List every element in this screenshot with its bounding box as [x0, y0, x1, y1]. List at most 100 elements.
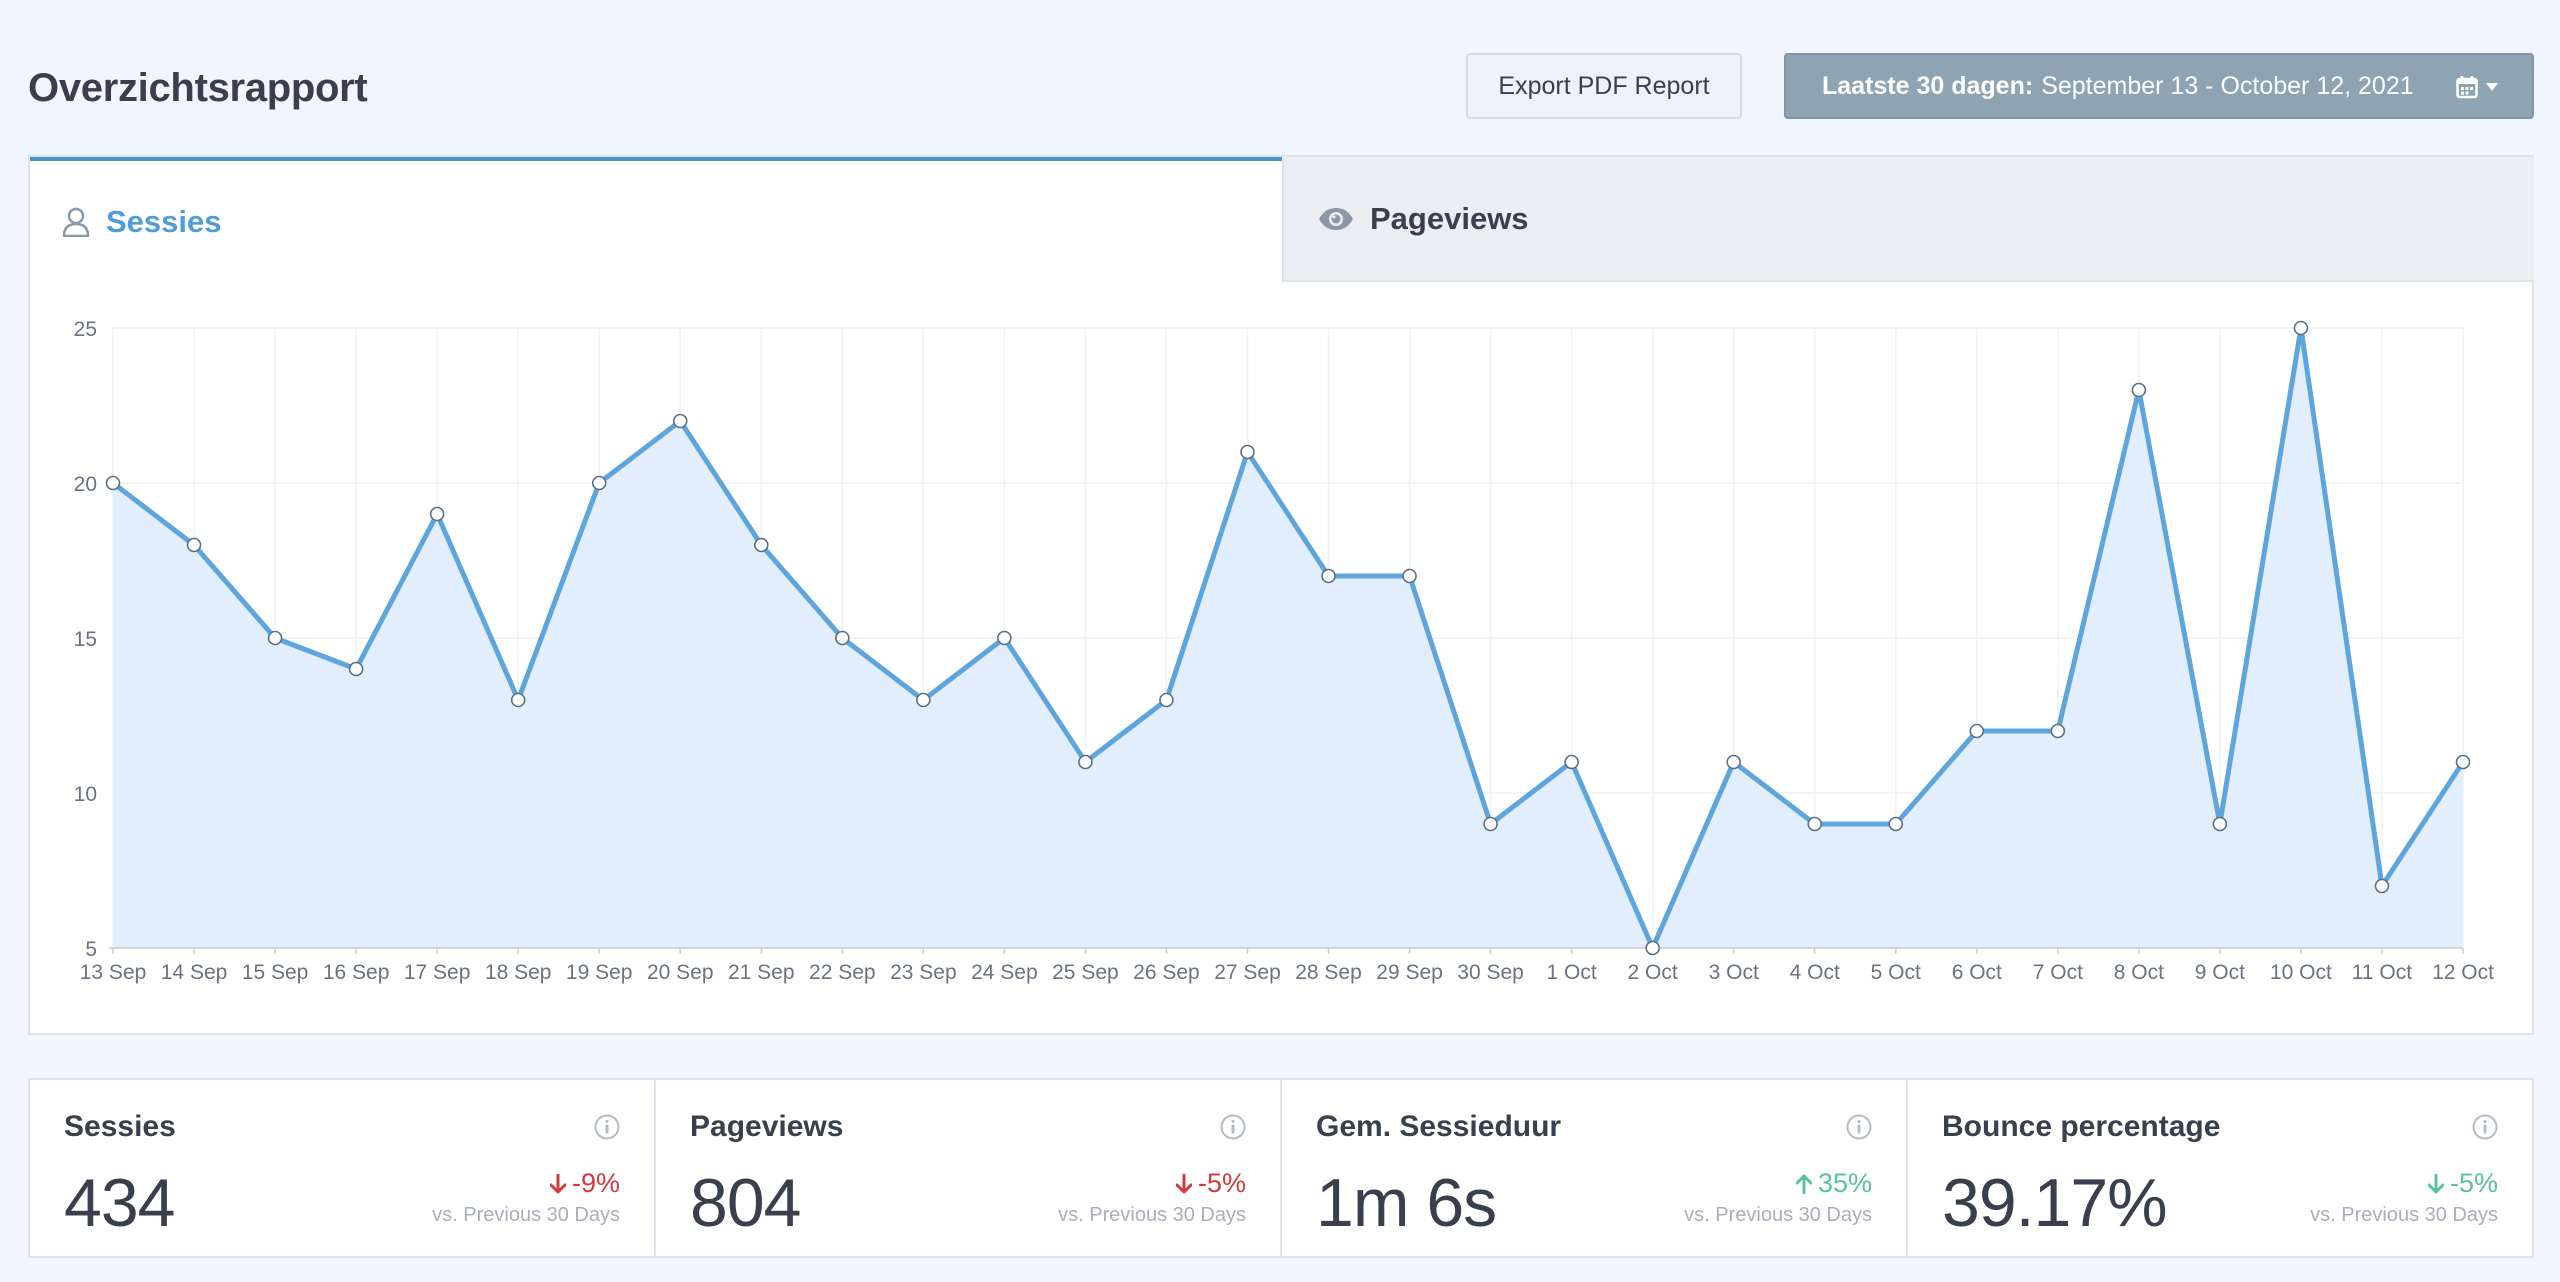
caret-down-icon: [2486, 83, 2498, 91]
data-point: [835, 630, 850, 646]
x-tick-label: 24 Sep: [971, 961, 1038, 984]
arrow-down-icon: [1175, 1173, 1192, 1193]
kpi-comparison-note: vs. Previous 30 Days: [2310, 1204, 2498, 1226]
sessions-line-chart: 5 10 15 20 25 13 Sep 14 Sep 15 Sep 16 Sep 17 Sep 1…: [74, 318, 2494, 984]
x-tick-label: 11 Oct: [2352, 961, 2412, 984]
data-point: [429, 506, 445, 522]
data-point: [1078, 754, 1093, 770]
info-icon[interactable]: [594, 1114, 620, 1145]
series-area: [113, 328, 2463, 948]
x-tick-label: 8 Oct: [2114, 961, 2164, 984]
kpi-change-value: 35%: [1817, 1168, 1872, 1198]
date-range-label: Laatste 30 dagen:: [1822, 71, 2034, 100]
x-tick-label: 15 Sep: [242, 961, 309, 984]
data-point: [2293, 320, 2309, 336]
data-point: [591, 475, 607, 491]
info-icon[interactable]: [1846, 1114, 1872, 1145]
date-range-picker[interactable]: Laatste 30 dagen: September 13 - October…: [1784, 53, 2534, 119]
y-tick-label: 15: [74, 628, 97, 651]
x-tick-label: 25 Sep: [1052, 961, 1119, 984]
data-point: [2212, 816, 2228, 832]
data-point: [348, 661, 364, 677]
tab-pageviews[interactable]: Pageviews: [1282, 157, 2534, 282]
kpi-value: 1m 6s: [1316, 1165, 1497, 1241]
x-tick-label: 5 Oct: [1871, 961, 1921, 984]
x-tick-label: 10 Oct: [2270, 961, 2332, 984]
data-point: [1888, 816, 1904, 832]
kpi-change: -9%: [549, 1168, 620, 1199]
data-point: [510, 692, 526, 708]
x-tick-label: 2 Oct: [1628, 961, 1678, 984]
data-point: [1564, 754, 1579, 770]
x-tick-label: 28 Sep: [1295, 961, 1362, 984]
kpi-card: Bounce percentage 39.17% -5% vs. Previous 3…: [1908, 1080, 2532, 1256]
data-point: [1483, 816, 1498, 832]
tab-sessies-label: Sessies: [106, 203, 222, 239]
chart-panel: Sessies Pageviews 5 10 15 20 25 13 Sep 14 Sep 1…: [28, 155, 2534, 1035]
kpi-card: Pageviews 804 -5% vs. Previous 30 Days: [656, 1080, 1282, 1256]
data-point: [105, 475, 121, 491]
kpi-title: Gem. Sessieduur: [1316, 1110, 1562, 1143]
x-tick-label: 17 Sep: [404, 961, 471, 984]
kpi-comparison-note: vs. Previous 30 Days: [432, 1204, 620, 1226]
calendar-dropdown[interactable]: [2456, 75, 2498, 99]
arrow-down-icon: [549, 1173, 566, 1193]
x-tick-label: 27 Sep: [1214, 961, 1281, 984]
kpi-title: Pageviews: [690, 1110, 844, 1143]
x-tick-label: 18 Sep: [485, 961, 552, 984]
data-point: [1159, 692, 1174, 708]
data-point: [2050, 723, 2066, 739]
y-tick-label: 25: [74, 318, 97, 341]
x-tick-label: 14 Sep: [161, 961, 228, 984]
x-tick-label: 7 Oct: [2033, 961, 2083, 984]
data-point: [1645, 940, 1660, 956]
data-point: [1402, 568, 1417, 584]
data-point: [267, 630, 283, 646]
info-icon[interactable]: [2472, 1114, 2498, 1145]
eye-icon: [1319, 207, 1353, 230]
x-tick-label: 4 Oct: [1790, 961, 1840, 984]
kpi-change-value: -5%: [2449, 1168, 2498, 1198]
data-point: [1726, 754, 1741, 770]
y-tick-label: 5: [85, 938, 97, 961]
x-tick-label: 1 Oct: [1547, 961, 1597, 984]
kpi-card: Sessies 434 -9% vs. Previous 30 Days: [30, 1080, 656, 1256]
info-icon[interactable]: [1220, 1114, 1246, 1145]
kpi-change-value: -5%: [1197, 1168, 1246, 1198]
x-tick-label: 20 Sep: [647, 961, 714, 984]
tab-sessies[interactable]: Sessies: [30, 157, 1282, 282]
series-line: [111, 325, 2466, 951]
calendar-icon: [2456, 76, 2478, 99]
kpi-title: Bounce percentage: [1942, 1110, 2221, 1143]
kpi-comparison-note: vs. Previous 30 Days: [1058, 1204, 1246, 1226]
arrow-up-icon: [1795, 1174, 1812, 1194]
data-point: [1240, 444, 1255, 460]
data-point: [997, 630, 1012, 646]
kpi-value: 434: [64, 1165, 175, 1241]
x-tick-label: 13 Sep: [80, 961, 147, 984]
data-point: [916, 692, 931, 708]
kpi-change: -5%: [1175, 1168, 1246, 1199]
data-point: [672, 413, 688, 429]
x-tick-label: 6 Oct: [1952, 961, 2002, 984]
data-point: [1969, 723, 1985, 739]
y-tick-label: 10: [74, 783, 97, 806]
data-point: [753, 537, 769, 553]
x-tick-label: 30 Sep: [1457, 961, 1524, 984]
kpi-value: 39.17%: [1942, 1165, 2168, 1241]
x-tick-label: 9 Oct: [2195, 961, 2245, 984]
kpi-change: -5%: [2427, 1168, 2498, 1199]
x-tick-label: 23 Sep: [890, 961, 957, 984]
x-tick-label: 12 Oct: [2432, 961, 2494, 984]
data-point: [2131, 382, 2147, 398]
x-tick-label: 16 Sep: [323, 961, 390, 984]
user-icon: [62, 207, 90, 237]
export-pdf-button[interactable]: Export PDF Report: [1466, 53, 1742, 119]
x-tick-label: 29 Sep: [1376, 961, 1443, 984]
date-range-value: September 13 - October 12, 2021: [2041, 71, 2414, 100]
kpi-title: Sessies: [64, 1110, 176, 1143]
data-point: [1321, 568, 1336, 584]
x-tick-label: 21 Sep: [728, 961, 795, 984]
kpi-row: Sessies 434 -9% vs. Previous 30 Days Pagevie…: [28, 1078, 2534, 1258]
x-tick-label: 19 Sep: [566, 961, 633, 984]
